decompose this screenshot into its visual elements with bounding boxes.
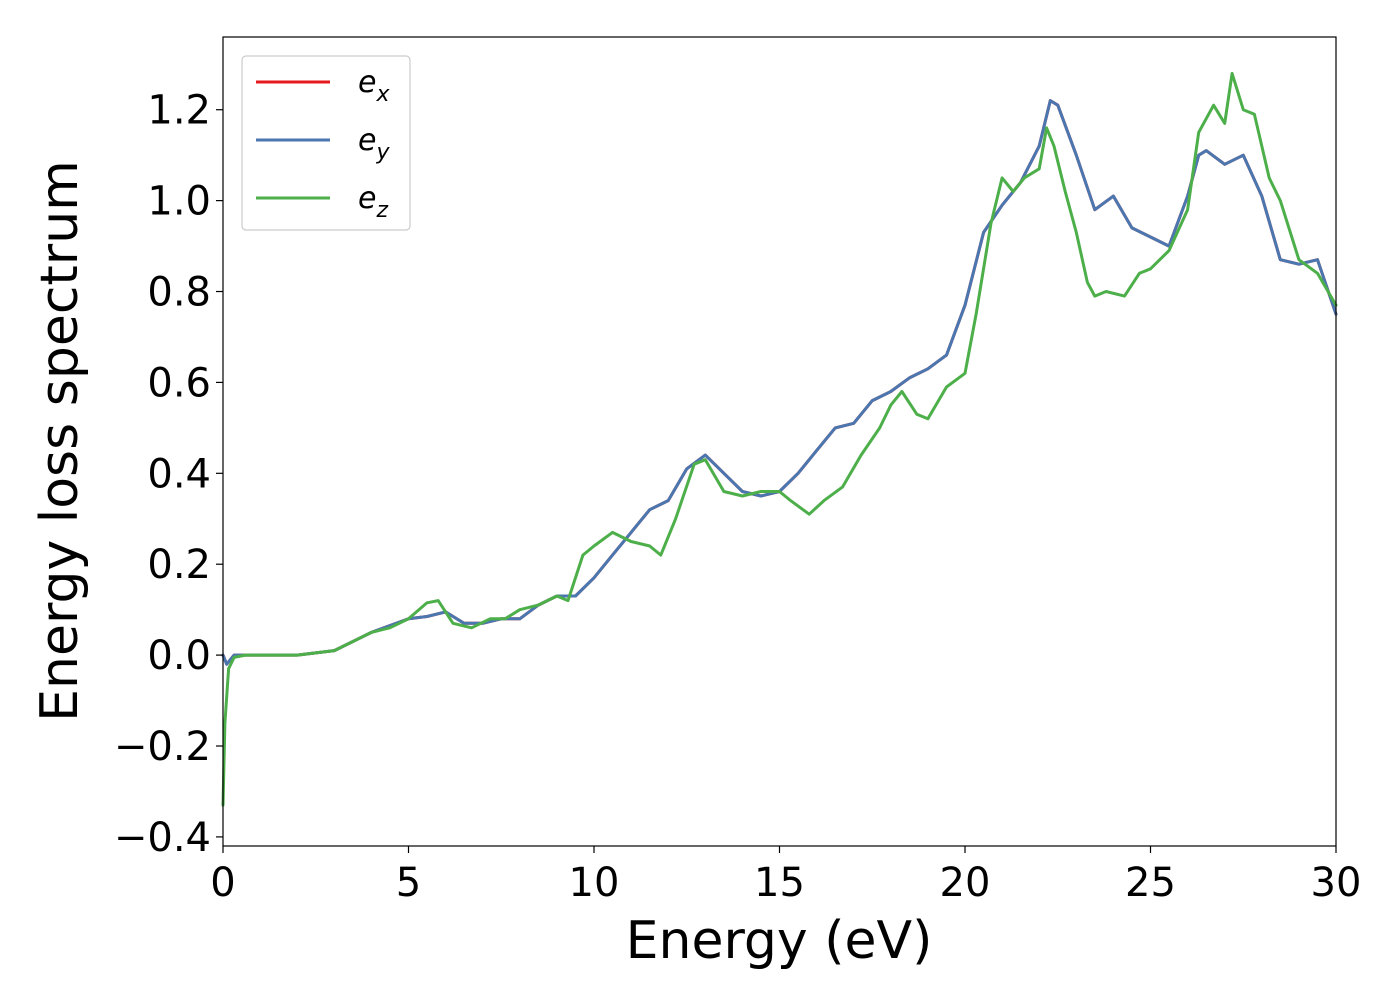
x-tick-label: 10 <box>569 860 620 906</box>
x-tick-label: 30 <box>1311 860 1362 906</box>
x-tick-label: 20 <box>940 860 991 906</box>
y-tick-label: 0.8 <box>147 270 211 316</box>
y-tick-label: 1.0 <box>147 179 211 225</box>
y-axis-title: Energy loss spectrum <box>30 160 90 722</box>
legend-label-x: ex <box>358 65 390 107</box>
x-tick-label: 25 <box>1125 860 1176 906</box>
series-layer <box>221 71 1338 807</box>
y-tick-label: 1.2 <box>147 88 211 134</box>
x-tick-label: 5 <box>396 860 421 906</box>
y-tick-label: −0.2 <box>114 724 211 770</box>
x-tick-label: 0 <box>210 860 235 906</box>
legend-box <box>241 55 411 231</box>
x-axis-title: Energy (eV) <box>626 911 933 971</box>
y-tick-label: 0.0 <box>147 633 211 679</box>
legend-label-z: ez <box>358 181 388 223</box>
legend: ex ey ez <box>241 55 411 231</box>
y-tick-label: −0.4 <box>114 815 211 861</box>
x-tick-label: 15 <box>754 860 805 906</box>
legend-label-y: ey <box>358 123 390 165</box>
series-line-z <box>221 71 1338 807</box>
y-axis-ticks: −0.4 −0.2 0.0 0.2 0.4 0.6 0.8 1.0 1.2 <box>114 88 223 861</box>
x-axis-ticks: 0 5 10 15 20 25 30 <box>210 846 1361 906</box>
y-tick-label: 0.6 <box>147 360 211 406</box>
y-tick-label: 0.2 <box>147 542 211 588</box>
y-tick-label: 0.4 <box>147 451 211 497</box>
